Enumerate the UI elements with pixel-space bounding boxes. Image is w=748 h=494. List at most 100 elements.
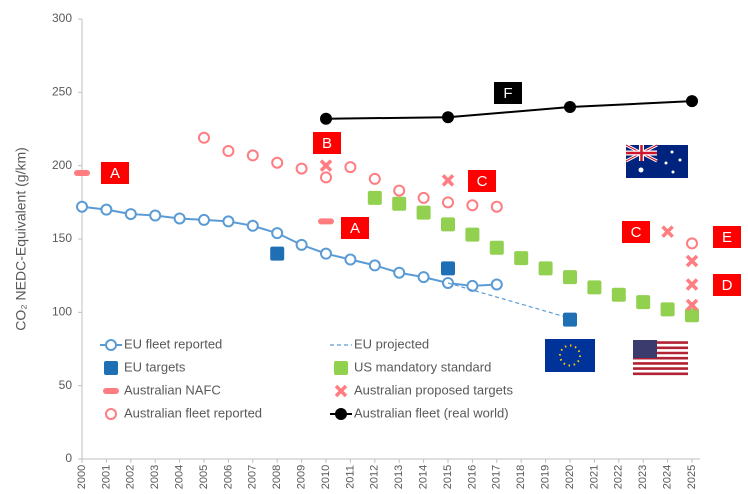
annotation-box: [713, 226, 741, 248]
legend-item: EU projected: [330, 336, 429, 351]
x-tick-label: 2019: [540, 465, 552, 489]
y-tick-label: 250: [52, 85, 72, 99]
annotation: F: [503, 85, 512, 102]
marker: [587, 280, 602, 295]
marker: [490, 200, 503, 213]
us-flag: [633, 340, 688, 376]
marker: [295, 162, 308, 175]
annotation-box: [101, 162, 129, 184]
marker: [100, 203, 113, 216]
marker: [271, 156, 284, 169]
marker: [686, 237, 698, 250]
x-tick-label: 2010: [320, 465, 332, 489]
marker: [441, 174, 455, 187]
marker: [319, 159, 333, 172]
x-tick-label: 2012: [369, 465, 381, 489]
y-axis-label: CO₂ NEDC-Equivalent (g/km): [13, 147, 29, 331]
x-tick-label: 2024: [662, 465, 674, 489]
marker: [368, 172, 381, 185]
legend-item: Australian proposed targets: [334, 382, 513, 397]
marker: [149, 209, 162, 222]
marker: [489, 240, 504, 255]
annotation-box: [341, 217, 369, 239]
annotation: B: [322, 135, 332, 152]
marker: [417, 271, 430, 284]
marker: [685, 278, 699, 291]
legend-label: EU fleet reported: [124, 336, 222, 351]
marker: [636, 295, 651, 310]
annotation-box: [494, 82, 522, 104]
series: [270, 246, 577, 327]
marker: [222, 215, 235, 228]
marker: [368, 259, 381, 272]
marker: [295, 238, 308, 251]
x-tick-label: 2021: [588, 465, 600, 489]
annotation: C: [477, 173, 488, 190]
legend-label: Australian fleet reported: [124, 405, 262, 420]
y-tick-label: 50: [59, 378, 73, 392]
marker: [442, 111, 454, 124]
annotation-box: [713, 274, 741, 296]
annotation-box: [468, 170, 496, 192]
series: [367, 190, 699, 323]
x-tick-label: 2008: [271, 465, 283, 489]
legend-item: Australian fleet (real world): [330, 405, 509, 420]
annotation: D: [722, 277, 733, 294]
marker: [392, 196, 407, 211]
marker: [393, 184, 406, 197]
marker: [490, 278, 503, 291]
legend-marker: [335, 408, 347, 420]
marker: [660, 302, 675, 317]
marker: [246, 149, 259, 162]
x-tick-label: 2018: [515, 465, 527, 489]
annotation-box: [622, 221, 650, 243]
x-tick-label: 2020: [564, 465, 576, 489]
series: [319, 159, 699, 312]
x-tick-label: 2011: [344, 465, 356, 489]
marker: [318, 218, 334, 225]
marker: [441, 217, 455, 232]
y-tick-label: 200: [52, 158, 72, 172]
eu-flag: [545, 339, 595, 372]
marker: [514, 251, 529, 266]
series: [76, 200, 503, 292]
x-tick-label: 2003: [149, 465, 161, 489]
series: [447, 282, 571, 319]
series-line: [447, 282, 571, 319]
marker: [271, 227, 284, 240]
marker: [611, 287, 626, 302]
legend-marker: [103, 388, 119, 394]
annotation: A: [350, 220, 360, 237]
marker: [270, 246, 285, 261]
marker: [686, 95, 698, 108]
x-tick-label: 2016: [466, 465, 478, 489]
australia-flag: [625, 143, 688, 178]
y-tick-label: 300: [52, 11, 72, 25]
legend-item: US mandatory standard: [334, 359, 491, 375]
x-tick-label: 2005: [198, 465, 210, 489]
marker: [344, 253, 357, 266]
marker: [246, 219, 259, 232]
marker: [344, 161, 357, 174]
legend-item: Australian NAFC: [103, 382, 221, 397]
annotation: C: [631, 224, 642, 241]
x-tick-label: 2007: [247, 465, 259, 489]
legend-item: EU fleet reported: [100, 336, 222, 351]
legend-label: US mandatory standard: [354, 359, 491, 374]
series-line: [325, 100, 693, 120]
marker: [124, 208, 137, 221]
x-tick-label: 2022: [613, 465, 625, 489]
marker: [173, 212, 186, 225]
marker: [222, 145, 235, 157]
x-tick-label: 2025: [686, 465, 698, 489]
y-tick-label: 150: [52, 231, 72, 245]
y-tick-label: 0: [65, 451, 72, 465]
annotation: E: [722, 229, 732, 246]
legend-marker: [105, 339, 117, 351]
marker: [320, 112, 332, 125]
y-tick-label: 100: [52, 305, 72, 319]
series: [320, 95, 698, 125]
marker: [466, 199, 479, 212]
legend-label: EU targets: [124, 359, 186, 374]
marker: [685, 298, 699, 312]
